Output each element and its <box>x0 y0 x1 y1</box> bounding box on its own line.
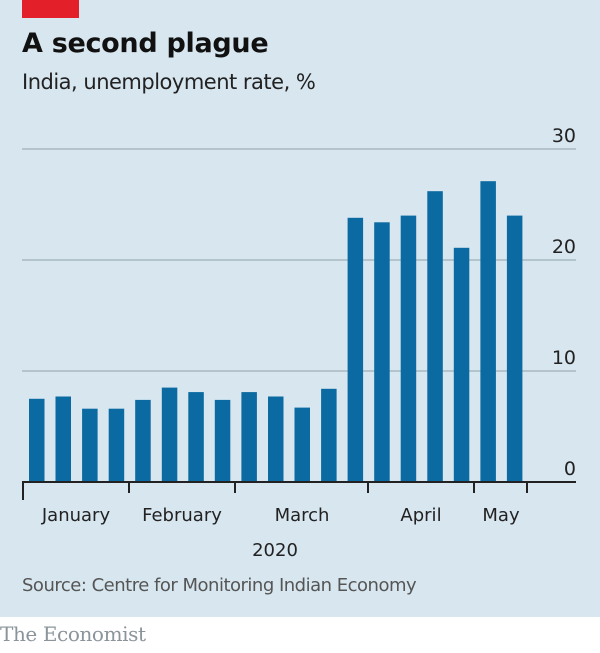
bar <box>55 396 71 482</box>
year-label: 2020 <box>252 540 298 561</box>
bar <box>374 222 390 483</box>
source-note: Source: Centre for Monitoring Indian Eco… <box>22 575 417 596</box>
month-label-may: May <box>482 505 520 526</box>
x-axis <box>22 481 576 500</box>
bar <box>321 388 337 482</box>
y-tick-label: 0 <box>564 458 576 480</box>
bars <box>29 181 523 483</box>
bar <box>82 408 98 482</box>
chart-panel <box>0 0 600 617</box>
bar <box>427 191 443 482</box>
x-tick-labels: January February March April May 2020 <box>41 505 520 561</box>
y-tick-label: 10 <box>552 347 576 369</box>
bar <box>161 387 178 482</box>
economist-logo: The Economist <box>0 622 146 646</box>
y-tick-labels: 30 20 10 0 <box>552 125 576 480</box>
month-label-february: February <box>142 505 222 526</box>
bar <box>29 398 45 483</box>
bar <box>347 217 364 483</box>
bar <box>294 407 310 482</box>
accent-red-bar <box>22 0 79 18</box>
bar <box>108 408 125 482</box>
bar <box>214 399 231 482</box>
bar <box>188 392 204 482</box>
month-label-january: January <box>41 505 111 526</box>
y-tick-label: 20 <box>552 236 576 258</box>
month-label-april: April <box>400 505 441 526</box>
bar <box>135 399 151 482</box>
chart-title: A second plague <box>22 28 269 59</box>
bar <box>480 181 496 482</box>
bar <box>400 215 417 482</box>
bar <box>453 247 470 482</box>
chart-subtitle: India, unemployment rate, % <box>22 70 316 94</box>
bar <box>241 392 257 482</box>
bar <box>506 215 523 482</box>
y-tick-label: 30 <box>552 125 576 147</box>
bar-chart: 30 20 10 0 January February March April … <box>22 125 576 561</box>
month-label-march: March <box>275 505 330 526</box>
bar <box>268 396 284 482</box>
